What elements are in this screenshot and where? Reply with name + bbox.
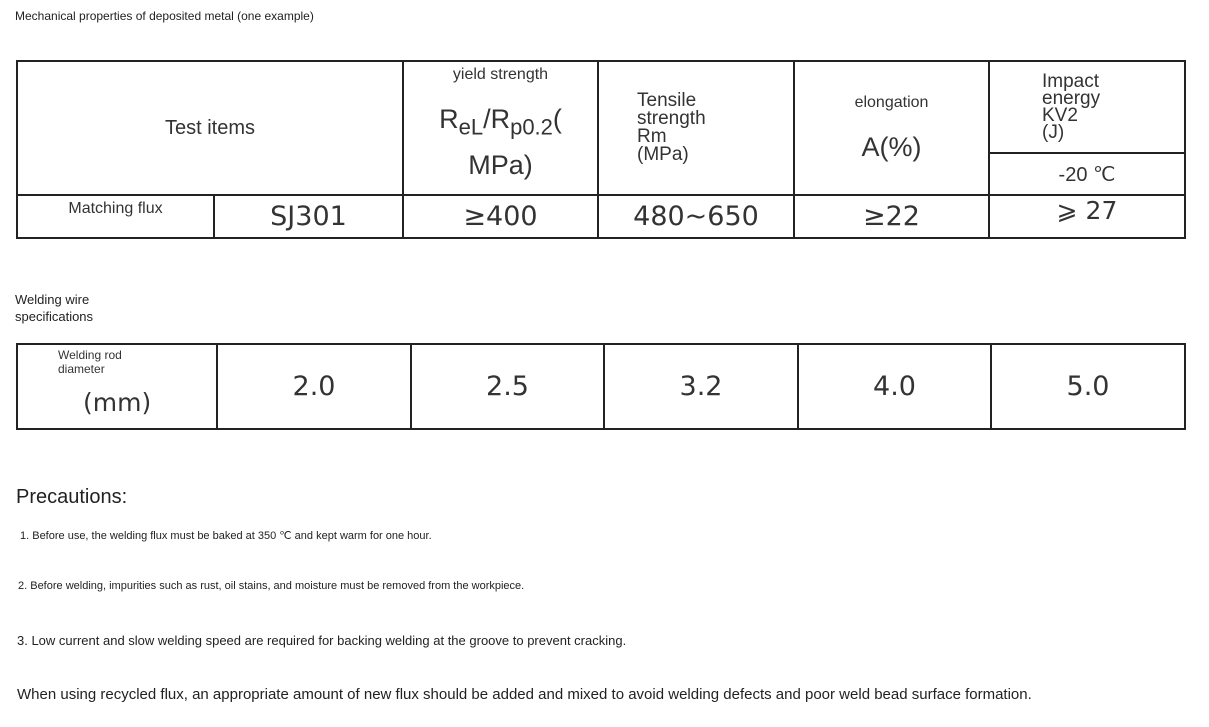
precaution-item: 3. Low current and slow welding speed ar… xyxy=(17,633,627,648)
elongation-header: elongation A(%) xyxy=(793,60,990,196)
mechanical-properties-table: Test items yield strength ReL/Rp0.2( MPa… xyxy=(16,60,1186,239)
table1-caption: Mechanical properties of deposited metal… xyxy=(15,9,314,23)
precautions-title: Precautions: xyxy=(16,486,128,508)
table2-caption: Welding wire specifications xyxy=(15,292,94,324)
yield-header: yield strength ReL/Rp0.2( MPa) xyxy=(402,60,599,196)
flux-value: SJ301 xyxy=(213,194,404,239)
diameter-value: 4.0 xyxy=(797,343,992,430)
diameter-value: 2.5 xyxy=(410,343,605,430)
rod-diameter-label: Welding rod diameter (mm) xyxy=(16,343,218,430)
yield-value: ≥400 xyxy=(402,194,599,239)
diameter-value: 5.0 xyxy=(990,343,1186,430)
yield-label: yield strength xyxy=(452,66,549,83)
tensile-header: Tensile strength Rm (MPa) xyxy=(597,60,795,196)
impact-temperature: -20 ℃ xyxy=(988,152,1186,196)
matching-flux-label: Matching flux xyxy=(16,194,215,239)
yield-unit: MPa) xyxy=(468,150,533,181)
wire-specifications-table: Welding rod diameter (mm) 2.0 2.5 3.2 4.0… xyxy=(16,343,1186,430)
recycled-flux-note: When using recycled flux, an appropriate… xyxy=(17,686,1032,703)
test-items-header: Test items xyxy=(16,60,404,196)
diameter-value: 2.0 xyxy=(216,343,412,430)
impact-header: Impact energy KV2 (J) xyxy=(988,60,1186,154)
tensile-value: 480~650 xyxy=(597,194,795,239)
precaution-item: 1. Before use, the welding flux must be … xyxy=(20,530,432,542)
diameter-value: 3.2 xyxy=(603,343,799,430)
impact-value: ⩾ 27 xyxy=(988,194,1186,239)
elongation-value: ≥22 xyxy=(793,194,990,239)
precaution-item: 2. Before welding, impurities such as ru… xyxy=(18,580,525,592)
yield-symbol: ReL/Rp0.2( xyxy=(439,104,562,140)
